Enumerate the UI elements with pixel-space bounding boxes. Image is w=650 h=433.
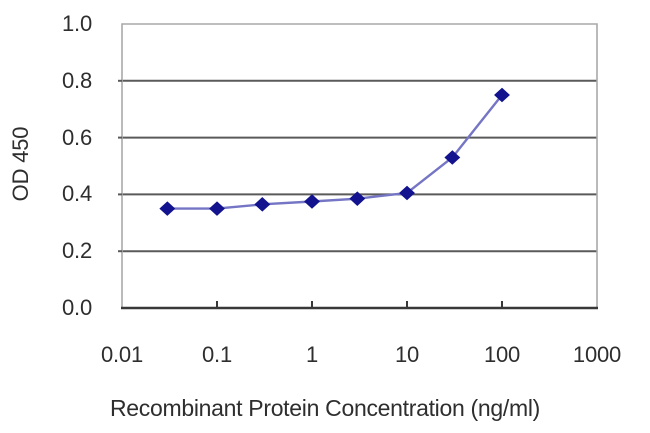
plot-frame xyxy=(121,23,598,308)
x-axis-tick-label: 0.01 xyxy=(100,342,144,367)
y-axis-tick-label: 0.4 xyxy=(62,181,92,207)
x-axis-tick-label: 0.1 xyxy=(202,342,232,367)
y-axis-tick-label: 0.6 xyxy=(62,124,92,150)
data-point-marker xyxy=(159,201,176,216)
x-axis-tick-label: 1000 xyxy=(572,342,622,367)
x-axis-tick-label: 1 xyxy=(305,342,319,367)
series-line xyxy=(167,94,503,210)
x-axis-title: Recombinant Protein Concentration (ng/ml… xyxy=(109,395,541,421)
y-axis-tick-label: 1.0 xyxy=(62,11,92,36)
data-point-marker xyxy=(209,201,225,216)
data-point-marker xyxy=(444,150,461,165)
x-axis-tick-label: 100 xyxy=(483,342,521,367)
data-point-marker xyxy=(494,87,510,103)
y-axis-tick-label: 0.2 xyxy=(62,238,92,264)
data-point-marker xyxy=(254,197,271,212)
y-axis-tick-label: 0.8 xyxy=(62,67,92,93)
data-point-marker xyxy=(349,191,366,206)
y-axis-tick-label: 0.0 xyxy=(62,295,92,320)
data-point-marker xyxy=(304,194,320,209)
x-axis-tick-label: 10 xyxy=(394,342,420,367)
data-point-marker xyxy=(399,185,415,201)
